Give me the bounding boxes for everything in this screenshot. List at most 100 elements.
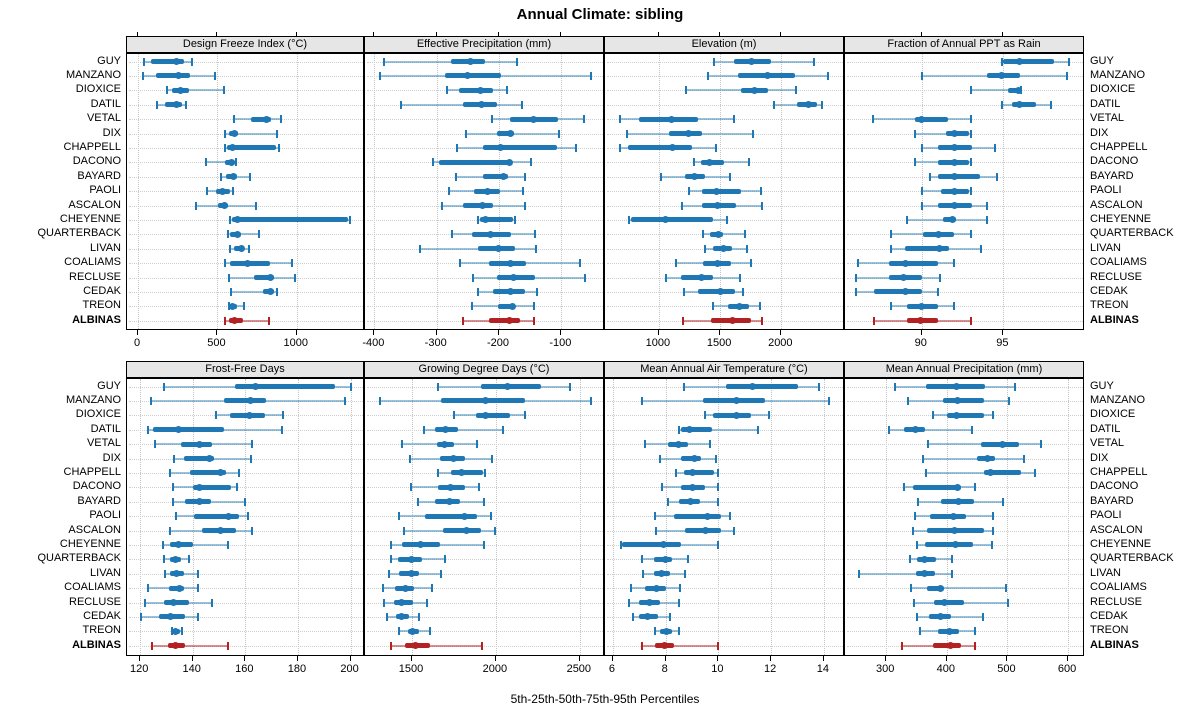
site-label-left: DATIL — [90, 97, 121, 110]
axis-tick-top — [295, 32, 297, 36]
median-dot — [1016, 58, 1024, 65]
site-label-right: COALIAMS — [1090, 256, 1147, 269]
whisker-cap-95th — [717, 497, 720, 506]
median-dot — [481, 216, 489, 224]
whisker-cap-5th — [147, 425, 150, 434]
tick-label: 180 — [287, 663, 307, 675]
whisker-cap-95th — [214, 71, 217, 80]
median-dot — [172, 642, 180, 650]
whisker-cap-95th — [246, 512, 249, 521]
median-dot — [687, 498, 695, 506]
axis-tick-top — [920, 32, 922, 36]
whisker-cap-95th — [971, 425, 974, 434]
site-label-right: COALIAMS — [1090, 581, 1147, 594]
row-gridline — [367, 588, 603, 590]
row-gridline — [367, 559, 603, 561]
whisker-cap-5th — [170, 627, 173, 636]
site-label-left: ALBINAS — [72, 638, 121, 651]
median-dot — [266, 274, 274, 281]
tick-label: 0 — [134, 337, 141, 349]
whisker-5-95 — [206, 161, 237, 164]
median-dot — [986, 469, 994, 477]
row-gridline — [129, 544, 363, 546]
iqr-bar-25-75 — [1008, 87, 1020, 93]
median-dot — [659, 541, 667, 549]
whisker-cap-5th — [220, 172, 223, 181]
row-gridline — [847, 248, 1083, 250]
row-gridline — [129, 119, 363, 121]
tick-label: 12 — [764, 663, 777, 675]
whisker-cap-5th — [399, 100, 402, 109]
median-dot — [530, 115, 538, 123]
median-dot — [476, 86, 484, 94]
whisker-5-95 — [858, 572, 952, 575]
whisker-5-95 — [166, 89, 224, 92]
iqr-bar-25-75 — [630, 217, 713, 223]
whisker-cap-5th — [162, 382, 165, 391]
whisker-cap-5th — [224, 259, 227, 268]
site-label-right: LIVAN — [1090, 241, 1121, 254]
whisker-cap-5th — [402, 526, 405, 535]
median-dot — [195, 483, 203, 491]
median-dot — [449, 455, 457, 462]
row-gridline — [367, 306, 603, 308]
median-dot — [446, 498, 454, 506]
site-label-left: COALIAMS — [64, 581, 121, 594]
whisker-cap-95th — [524, 201, 527, 210]
axis-tick-top — [137, 32, 139, 36]
site-label-left: RECLUSE — [69, 270, 121, 283]
axis-tick — [578, 656, 580, 661]
whisker-5-95 — [915, 132, 971, 135]
row-gridline — [847, 234, 1083, 236]
row-gridline — [607, 147, 843, 149]
whisker-cap-95th — [275, 287, 278, 296]
median-dot — [506, 259, 514, 267]
whisker-cap-95th — [250, 440, 253, 449]
whisker-cap-95th — [752, 129, 755, 138]
whisker-cap-95th — [478, 483, 481, 492]
axis-tick — [920, 330, 922, 335]
median-dot — [478, 101, 486, 109]
median-dot — [398, 599, 406, 606]
whisker-cap-5th — [173, 454, 176, 463]
median-dot — [221, 202, 229, 209]
whisker-cap-5th — [456, 143, 459, 152]
median-dot — [954, 483, 962, 491]
median-dot — [901, 259, 909, 267]
median-dot — [195, 498, 203, 506]
row-gridline — [129, 133, 363, 135]
row-gridline — [607, 645, 843, 647]
whisker-cap-95th — [677, 598, 680, 607]
tick-label: 2000 — [768, 337, 793, 349]
iqr-bar-25-75 — [226, 145, 277, 151]
whisker-cap-95th — [532, 302, 535, 311]
whisker-5-95 — [384, 60, 518, 63]
whisker-cap-95th — [275, 129, 278, 138]
median-dot — [505, 317, 513, 325]
site-label-right: PAOLI — [1090, 509, 1122, 522]
whisker-5-95 — [151, 644, 229, 647]
whisker-cap-5th — [153, 440, 156, 449]
median-dot — [233, 230, 241, 238]
row-gridline — [847, 559, 1083, 561]
site-label-left: QUARTERBACK — [37, 552, 121, 565]
median-dot — [713, 202, 721, 209]
iqr-bar-25-75 — [234, 384, 335, 389]
whisker-cap-5th — [680, 201, 683, 210]
whisker-cap-95th — [1005, 584, 1008, 593]
median-dot — [747, 58, 755, 65]
median-dot — [166, 613, 174, 621]
axis-tick — [349, 656, 351, 661]
whisker-cap-95th — [197, 584, 199, 593]
row-gridline — [847, 573, 1083, 575]
tick-label: 10 — [711, 663, 724, 675]
vertical-gridline — [823, 379, 825, 655]
axis-tick — [296, 656, 298, 661]
whisker-cap-5th — [889, 302, 892, 311]
row-gridline — [607, 162, 843, 164]
median-dot — [720, 245, 728, 253]
whisker-cap-5th — [914, 129, 917, 138]
iqr-bar-25-75 — [451, 470, 484, 476]
whisker-cap-5th — [684, 86, 687, 95]
iqr-bar-25-75 — [425, 513, 478, 519]
